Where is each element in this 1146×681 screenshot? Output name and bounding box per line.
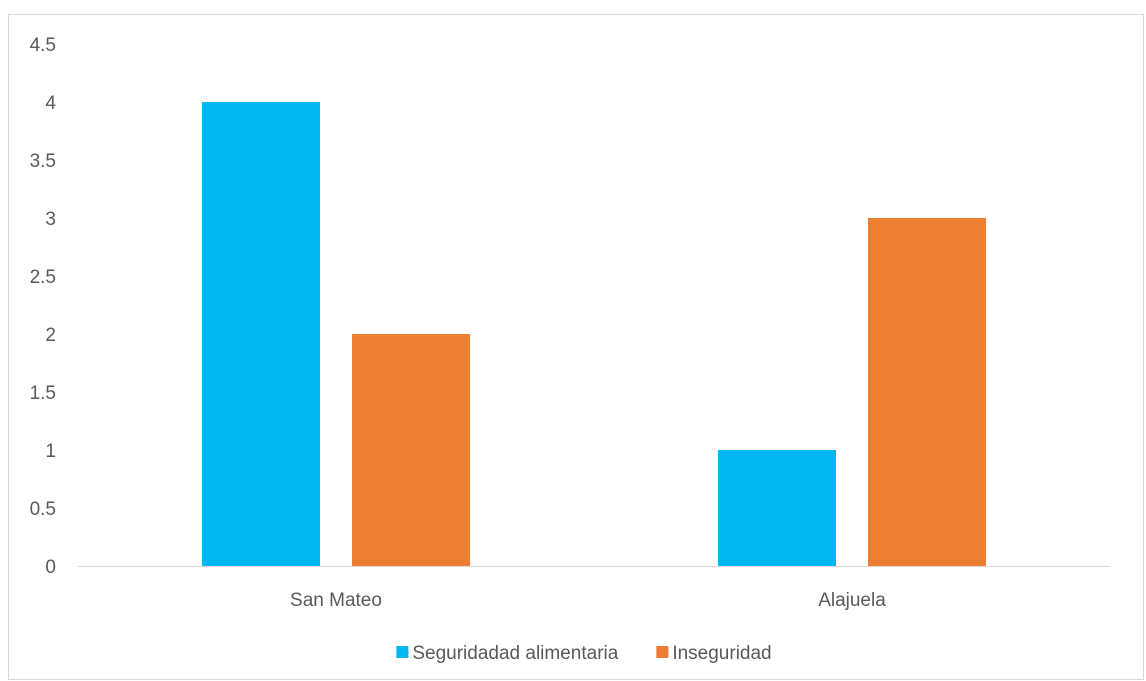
legend: Seguridadad alimentaria Inseguridad: [396, 643, 772, 664]
bar-seguridad-san-mateo: [202, 102, 320, 566]
bars: [202, 102, 986, 566]
y-tick-label: 4: [45, 93, 56, 114]
legend-swatch: [396, 646, 409, 658]
x-tick-label: Alajuela: [818, 590, 886, 611]
y-tick-label: 1: [45, 441, 56, 462]
y-axis-ticks: 0 0.5 1 1.5 2 2.5 3 3.5 4 4.5: [30, 35, 57, 578]
y-tick-label: 3.5: [30, 151, 56, 172]
y-tick-label: 0: [45, 557, 56, 578]
y-tick-label: 4.5: [30, 35, 56, 56]
bar-inseguridad-san-mateo: [352, 334, 470, 566]
y-tick-label: 3: [45, 209, 56, 230]
bar-inseguridad-alajuela: [868, 218, 986, 566]
y-tick-label: 0.5: [30, 499, 56, 520]
legend-label: Seguridadad alimentaria: [412, 643, 618, 664]
legend-label: Inseguridad: [672, 643, 771, 664]
legend-swatch: [656, 646, 669, 658]
bar-seguridad-alajuela: [718, 450, 836, 566]
x-axis-ticks: San Mateo Alajuela: [290, 590, 886, 611]
y-tick-label: 2: [45, 325, 56, 346]
y-tick-label: 2.5: [30, 267, 56, 288]
y-tick-label: 1.5: [30, 383, 56, 404]
x-tick-label: San Mateo: [290, 590, 382, 611]
